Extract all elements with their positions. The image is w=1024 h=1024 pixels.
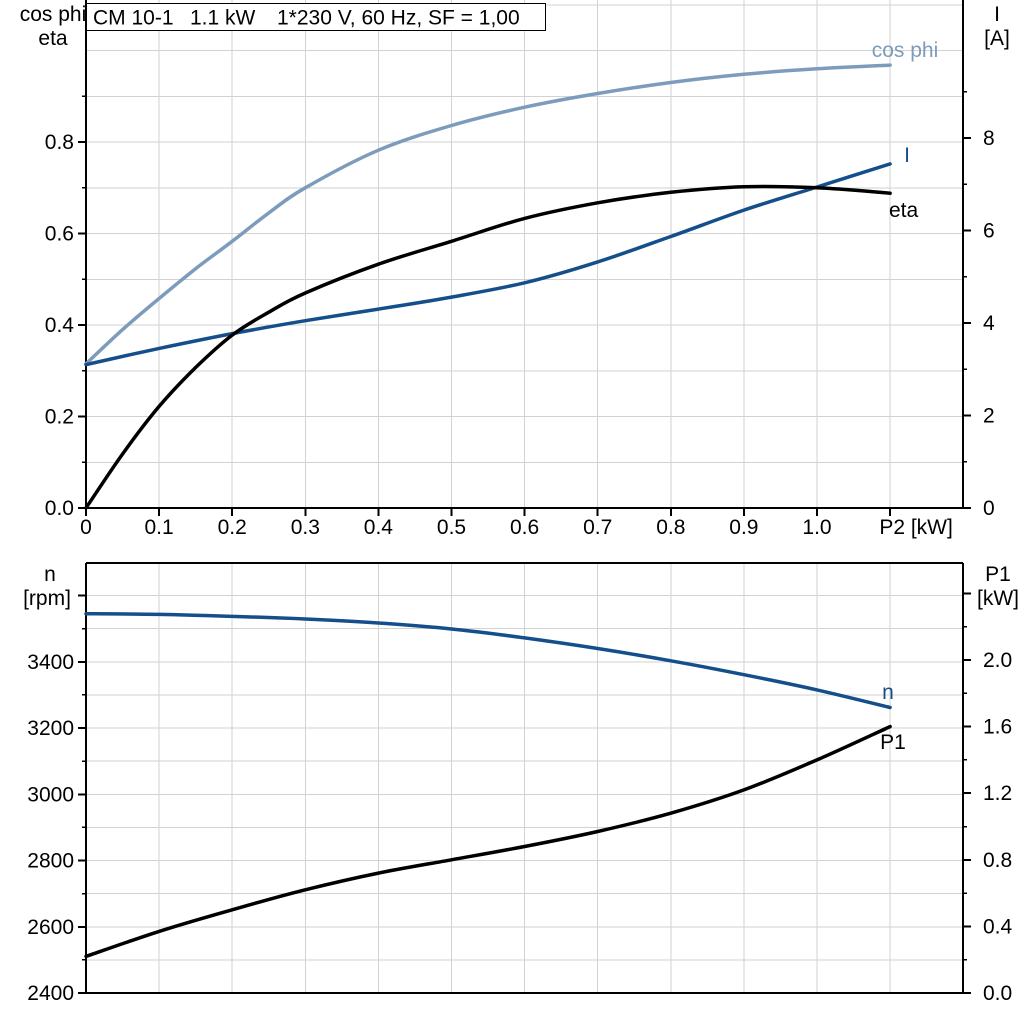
- series-I-curve: [84, 162, 892, 367]
- chart-title-text: CM 10-1: [93, 7, 174, 30]
- left-axis-tick-label: 2400: [27, 982, 74, 1005]
- series-cos-phi-label: cos phi: [872, 39, 939, 62]
- right-axis-tick-label: 1.6: [983, 716, 1012, 739]
- left-axis-name: n: [44, 563, 56, 586]
- series-I-label: I: [904, 144, 910, 167]
- series-eta-curve: [84, 184, 892, 510]
- series-cos-phi-curve: [84, 63, 892, 366]
- chart-title-text: 1*230 V, 60 Hz, SF = 1,00: [277, 7, 520, 30]
- x-axis-tick-label: 0.4: [364, 516, 394, 539]
- right-axis-tick-label: 6: [983, 220, 995, 243]
- x-axis-tick-label: 1.0: [802, 516, 831, 539]
- left-axis-name: cos phi: [20, 3, 87, 26]
- left-axis-tick-label: 2800: [27, 850, 74, 873]
- x-axis-tick-label: 0.5: [437, 516, 466, 539]
- x-axis-tick-label: 0.7: [583, 516, 612, 539]
- left-axis-tick-label: 0.8: [45, 131, 74, 154]
- left-axis-name: eta: [38, 27, 68, 50]
- chart-title-box: [86, 3, 546, 31]
- chart-title-text: 1.1 kW: [190, 7, 256, 30]
- x-axis-tick-label: 0.2: [218, 516, 247, 539]
- left-axis-tick-label: 3400: [27, 651, 74, 674]
- series-n-label: n: [882, 681, 894, 704]
- series-P1-curve: [84, 724, 892, 959]
- right-axis-name: I: [994, 3, 1000, 26]
- right-axis-tick-label: 0.4: [983, 915, 1013, 938]
- right-axis-tick-label: 8: [983, 127, 995, 150]
- right-axis-tick-label: 1.2: [983, 782, 1012, 805]
- left-axis-tick-label: 0.4: [45, 314, 75, 337]
- right-axis-name: P1: [985, 563, 1011, 586]
- x-axis-tick-label: 0.1: [144, 516, 173, 539]
- x-axis-tick-label: 0.8: [656, 516, 685, 539]
- left-axis-tick-label: 0.0: [45, 497, 74, 520]
- series-eta-label: eta: [889, 199, 919, 222]
- right-axis-tick-label: 0.8: [983, 849, 1012, 872]
- series-n-curve: [84, 611, 892, 710]
- left-axis-tick-label: 3200: [27, 717, 74, 740]
- left-axis-tick-label: 3000: [27, 783, 74, 806]
- right-axis-tick-label: 2.0: [983, 649, 1012, 672]
- x-axis-tick-label: 0.3: [291, 516, 320, 539]
- left-axis-name: [rpm]: [23, 587, 71, 610]
- series-P1-label: P1: [880, 731, 906, 754]
- x-axis-tick-label: 0: [80, 516, 92, 539]
- left-axis-tick-label: 2600: [27, 916, 74, 939]
- right-axis-tick-label: 0: [983, 497, 995, 520]
- right-axis-name: [kW]: [977, 587, 1019, 610]
- x-axis-title: P2 [kW]: [879, 516, 953, 539]
- right-axis-name: [A]: [984, 27, 1010, 50]
- right-axis-tick-label: 0.0: [983, 982, 1012, 1005]
- right-axis-tick-label: 2: [983, 405, 995, 428]
- x-axis-tick-label: 0.6: [510, 516, 539, 539]
- x-axis-tick-label: 0.9: [729, 516, 758, 539]
- left-axis-tick-label: 0.6: [45, 223, 74, 246]
- right-axis-tick-label: 4: [983, 312, 995, 335]
- left-axis-tick-label: 0.2: [45, 406, 74, 429]
